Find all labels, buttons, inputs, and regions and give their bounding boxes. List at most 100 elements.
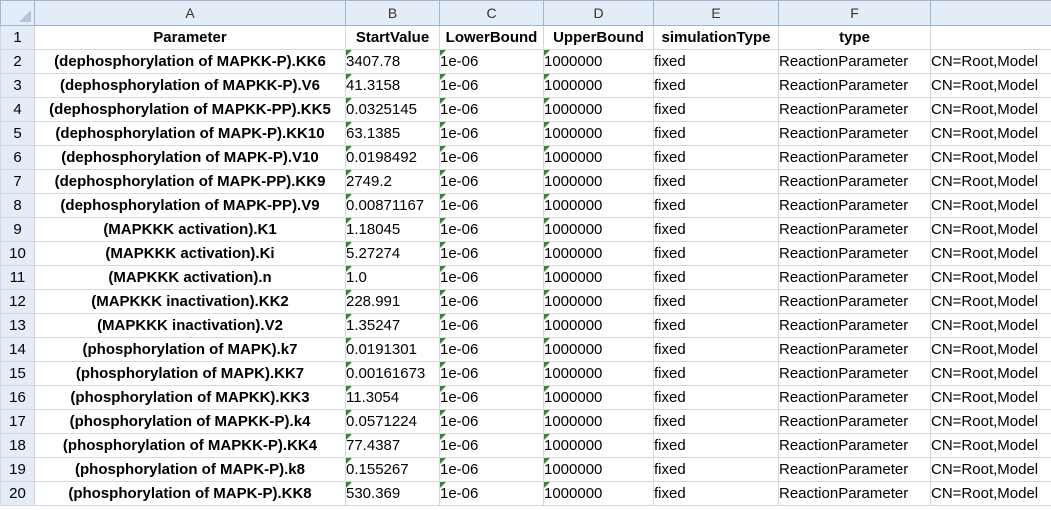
cell-lowerbound[interactable]: 1e-06 — [439, 433, 544, 458]
cell-simulationtype[interactable]: fixed — [653, 337, 779, 362]
cell-simulationtype[interactable]: fixed — [653, 457, 779, 482]
cell-simulationtype[interactable]: fixed — [653, 121, 779, 146]
cell-parameter[interactable]: (dephosphorylation of MAPK-P).KK10 — [34, 121, 346, 146]
cell-startvalue[interactable]: 0.00161673 — [345, 361, 440, 386]
cell-simulationtype[interactable]: fixed — [653, 169, 779, 194]
cell-upperbound[interactable]: 1000000 — [543, 217, 654, 242]
column-header-g[interactable] — [930, 0, 1051, 26]
cell-cn[interactable]: CN=Root,Model — [930, 73, 1051, 98]
cell-parameter[interactable]: (MAPKKK inactivation).V2 — [34, 313, 346, 338]
cell-parameter[interactable]: (dephosphorylation of MAPKK-P).KK6 — [34, 49, 346, 74]
cell-parameter[interactable]: (MAPKKK inactivation).KK2 — [34, 289, 346, 314]
cell-upperbound[interactable]: 1000000 — [543, 145, 654, 170]
cell-lowerbound[interactable]: 1e-06 — [439, 169, 544, 194]
cell-simulationtype[interactable]: fixed — [653, 313, 779, 338]
cell-cn[interactable]: CN=Root,Model — [930, 313, 1051, 338]
cell-startvalue[interactable]: 5.27274 — [345, 241, 440, 266]
row-number[interactable]: 11 — [0, 265, 35, 290]
cell-simulationtype[interactable]: fixed — [653, 73, 779, 98]
cell-parameter[interactable]: (MAPKKK activation).K1 — [34, 217, 346, 242]
cell-lowerbound[interactable]: 1e-06 — [439, 193, 544, 218]
cell-parameter[interactable]: (MAPKKK activation).n — [34, 265, 346, 290]
cell-cn[interactable]: CN=Root,Model — [930, 97, 1051, 122]
cell-cn[interactable]: CN=Root,Model — [930, 241, 1051, 266]
cell-lowerbound[interactable]: 1e-06 — [439, 49, 544, 74]
cell-parameter[interactable]: (phosphorylation of MAPK-P).k8 — [34, 457, 346, 482]
cell-cn[interactable]: CN=Root,Model — [930, 193, 1051, 218]
cell-cn[interactable]: CN=Root,Model — [930, 385, 1051, 410]
cell-simulationtype[interactable]: fixed — [653, 49, 779, 74]
column-header-e[interactable]: E — [653, 0, 779, 26]
cell-startvalue[interactable]: 77.4387 — [345, 433, 440, 458]
cell-type[interactable]: ReactionParameter — [778, 193, 931, 218]
cell-parameter[interactable]: (phosphorylation of MAPKK-P).KK4 — [34, 433, 346, 458]
cell-simulationtype[interactable]: fixed — [653, 193, 779, 218]
cell-type[interactable]: ReactionParameter — [778, 217, 931, 242]
cell-simulationtype[interactable]: fixed — [653, 97, 779, 122]
cell-upperbound[interactable]: 1000000 — [543, 337, 654, 362]
cell-startvalue[interactable]: 2749.2 — [345, 169, 440, 194]
cell-simulationtype[interactable]: fixed — [653, 385, 779, 410]
cell-type[interactable]: ReactionParameter — [778, 409, 931, 434]
cell-cn[interactable]: CN=Root,Model — [930, 265, 1051, 290]
cell-startvalue[interactable]: 0.0325145 — [345, 97, 440, 122]
cell-header-upperbound[interactable]: UpperBound — [543, 25, 654, 50]
cell-type[interactable]: ReactionParameter — [778, 481, 931, 506]
cell-lowerbound[interactable]: 1e-06 — [439, 289, 544, 314]
row-number[interactable]: 13 — [0, 313, 35, 338]
cell-type[interactable]: ReactionParameter — [778, 145, 931, 170]
cell-upperbound[interactable]: 1000000 — [543, 241, 654, 266]
cell-header-simulationtype[interactable]: simulationType — [653, 25, 779, 50]
column-header-d[interactable]: D — [543, 0, 654, 26]
column-header-a[interactable]: A — [34, 0, 346, 26]
cell-type[interactable]: ReactionParameter — [778, 97, 931, 122]
cell-type[interactable]: ReactionParameter — [778, 121, 931, 146]
cell-cn[interactable]: CN=Root,Model — [930, 121, 1051, 146]
cell-parameter[interactable]: (phosphorylation of MAPK-P).KK8 — [34, 481, 346, 506]
cell-upperbound[interactable]: 1000000 — [543, 433, 654, 458]
cell-parameter[interactable]: (phosphorylation of MAPK).KK7 — [34, 361, 346, 386]
column-header-c[interactable]: C — [439, 0, 544, 26]
cell-lowerbound[interactable]: 1e-06 — [439, 265, 544, 290]
cell-startvalue[interactable]: 63.1385 — [345, 121, 440, 146]
cell-cn[interactable]: CN=Root,Model — [930, 169, 1051, 194]
cell-startvalue[interactable]: 1.35247 — [345, 313, 440, 338]
cell-upperbound[interactable]: 1000000 — [543, 385, 654, 410]
cell-lowerbound[interactable]: 1e-06 — [439, 145, 544, 170]
cell-startvalue[interactable]: 3407.78 — [345, 49, 440, 74]
row-number[interactable]: 2 — [0, 49, 35, 74]
cell-parameter[interactable]: (dephosphorylation of MAPK-P).V10 — [34, 145, 346, 170]
cell-cn[interactable]: CN=Root,Model — [930, 337, 1051, 362]
cell-header-parameter[interactable]: Parameter — [34, 25, 346, 50]
cell-type[interactable]: ReactionParameter — [778, 289, 931, 314]
cell-simulationtype[interactable]: fixed — [653, 241, 779, 266]
cell-parameter[interactable]: (dephosphorylation of MAPKK-PP).KK5 — [34, 97, 346, 122]
cell-cn[interactable]: CN=Root,Model — [930, 49, 1051, 74]
cell-cn[interactable]: CN=Root,Model — [930, 289, 1051, 314]
column-header-f[interactable]: F — [778, 0, 931, 26]
cell-upperbound[interactable]: 1000000 — [543, 361, 654, 386]
cell-cn[interactable]: CN=Root,Model — [930, 481, 1051, 506]
cell-lowerbound[interactable]: 1e-06 — [439, 121, 544, 146]
row-number[interactable]: 16 — [0, 385, 35, 410]
cell-cn[interactable]: CN=Root,Model — [930, 217, 1051, 242]
row-number[interactable]: 12 — [0, 289, 35, 314]
cell-lowerbound[interactable]: 1e-06 — [439, 409, 544, 434]
cell-upperbound[interactable]: 1000000 — [543, 409, 654, 434]
row-number[interactable]: 20 — [0, 481, 35, 506]
row-number[interactable]: 4 — [0, 97, 35, 122]
cell-parameter[interactable]: (phosphorylation of MAPKK).KK3 — [34, 385, 346, 410]
cell-type[interactable]: ReactionParameter — [778, 337, 931, 362]
row-number[interactable]: 5 — [0, 121, 35, 146]
cell-upperbound[interactable]: 1000000 — [543, 457, 654, 482]
cell-simulationtype[interactable]: fixed — [653, 145, 779, 170]
cell-startvalue[interactable]: 11.3054 — [345, 385, 440, 410]
row-number[interactable]: 3 — [0, 73, 35, 98]
row-number[interactable]: 15 — [0, 361, 35, 386]
cell-lowerbound[interactable]: 1e-06 — [439, 313, 544, 338]
cell-simulationtype[interactable]: fixed — [653, 433, 779, 458]
cell-header-empty[interactable] — [930, 25, 1051, 50]
cell-parameter[interactable]: (phosphorylation of MAPKK-P).k4 — [34, 409, 346, 434]
row-number[interactable]: 1 — [0, 25, 35, 50]
cell-header-type[interactable]: type — [778, 25, 931, 50]
